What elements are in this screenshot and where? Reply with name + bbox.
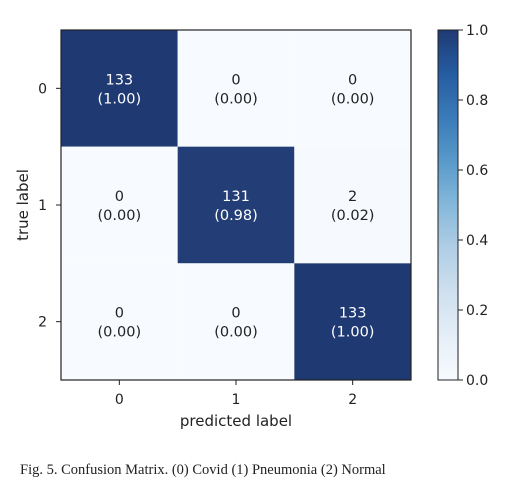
x-axis-label: predicted label — [180, 412, 292, 430]
cell-count-label: 0 — [115, 189, 124, 205]
matrix-cell-2-2 — [294, 263, 411, 380]
matrix-cell-0-1 — [177, 30, 295, 147]
colorbar-tick-label: 0.0 — [466, 373, 488, 389]
matrix-cell-2-0 — [61, 263, 178, 380]
x-tick-label: 1 — [232, 392, 241, 408]
cell-count-label: 0 — [115, 306, 124, 322]
cell-count-label: 0 — [348, 72, 357, 88]
y-tick-label: 0 — [38, 81, 47, 97]
matrix-plot: 133 (1.00) 0 (0.00) 0 (0.00) 0 (0.00) 131 (0.98) 2… — [14, 29, 412, 430]
cell-count-label: 133 — [339, 306, 367, 322]
cell-normalized-label: (0.00) — [331, 91, 375, 107]
matrix-cell-1-2 — [294, 146, 411, 264]
cell-normalized-label: (0.00) — [98, 325, 142, 341]
matrix-cell-1-0 — [61, 146, 178, 264]
confusion-matrix-figure: 133 (1.00) 0 (0.00) 0 (0.00) 0 (0.00) 131 (0.98) 2… — [14, 23, 488, 430]
cell-normalized-label: (1.00) — [98, 91, 142, 107]
cell-normalized-label: (0.98) — [214, 208, 258, 224]
colorbar-tick-label: 0.4 — [466, 233, 488, 249]
x-tick-label: 2 — [348, 392, 357, 408]
colorbar: 0.0 0.2 0.4 0.6 0.8 1.0 — [437, 23, 488, 389]
colorbar-tick-label: 0.6 — [466, 163, 488, 179]
figure-caption: Fig. 5. Confusion Matrix. (0) Covid (1) … — [20, 462, 386, 478]
cell-count-label: 2 — [348, 189, 357, 205]
colorbar-tick-label: 0.2 — [466, 303, 488, 319]
colorbar-tick-label: 0.8 — [466, 93, 488, 109]
y-tick-label: 2 — [38, 315, 47, 331]
matrix-cell-2-1 — [177, 263, 295, 380]
colorbar-tick-label: 1.0 — [466, 23, 488, 39]
cell-count-label: 133 — [105, 72, 133, 88]
matrix-cell-0-0 — [61, 30, 178, 147]
x-tick-label: 0 — [115, 392, 124, 408]
cell-count-label: 0 — [231, 306, 240, 322]
matrix-cell-0-2 — [294, 30, 411, 147]
cell-count-label: 131 — [222, 189, 250, 205]
y-tick-label: 1 — [38, 198, 47, 214]
cell-normalized-label: (0.02) — [331, 208, 375, 224]
cell-normalized-label: (0.00) — [214, 325, 258, 341]
cell-normalized-label: (0.00) — [214, 91, 258, 107]
colorbar-gradient — [437, 29, 459, 381]
matrix-cell-1-1 — [177, 146, 295, 264]
cell-count-label: 0 — [231, 72, 240, 88]
cell-normalized-label: (0.00) — [98, 208, 142, 224]
y-axis-label: true label — [14, 169, 32, 241]
cell-normalized-label: (1.00) — [331, 325, 375, 341]
